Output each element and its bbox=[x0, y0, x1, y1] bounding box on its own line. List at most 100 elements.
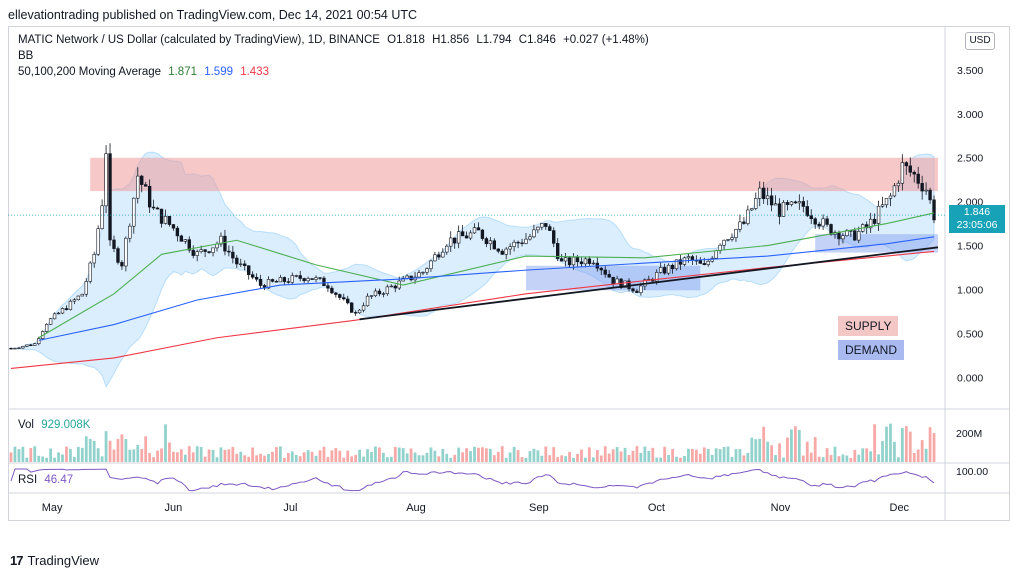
candle-up bbox=[199, 249, 203, 252]
volume-bar bbox=[378, 447, 381, 462]
volume-bar bbox=[227, 449, 231, 462]
volume-bar bbox=[603, 446, 607, 462]
candle-up bbox=[655, 272, 659, 282]
volume-bar bbox=[326, 456, 330, 462]
volume-bar bbox=[211, 449, 215, 462]
candle-up bbox=[456, 231, 461, 244]
volume-bar bbox=[263, 455, 266, 462]
volume-bar bbox=[548, 455, 552, 462]
candle-up bbox=[88, 262, 92, 282]
volume-bar bbox=[152, 457, 156, 462]
candle-down bbox=[282, 277, 287, 282]
volume-bar bbox=[96, 448, 100, 462]
volume-bar bbox=[191, 452, 195, 462]
volume-bar bbox=[750, 437, 754, 462]
candle-up bbox=[48, 318, 53, 325]
candle-up bbox=[841, 235, 845, 240]
candle-down bbox=[453, 237, 457, 244]
volume-bar bbox=[504, 457, 508, 462]
volume-bar bbox=[793, 426, 797, 462]
volume-bar bbox=[100, 456, 104, 462]
candle-up bbox=[857, 231, 861, 241]
candle-up bbox=[468, 232, 473, 239]
candle-up bbox=[25, 344, 29, 347]
volume-bar bbox=[239, 451, 243, 462]
candle-up bbox=[80, 293, 84, 297]
volume-bar bbox=[889, 423, 892, 462]
volume-bar bbox=[710, 454, 714, 462]
volume-bar bbox=[536, 450, 540, 462]
volume-bar bbox=[267, 454, 270, 462]
candle-down bbox=[805, 206, 809, 217]
zone-layer bbox=[90, 157, 938, 291]
volume-bar bbox=[675, 456, 678, 462]
volume-bar bbox=[104, 431, 108, 462]
candle-up bbox=[13, 347, 17, 350]
volume-bar bbox=[346, 450, 350, 462]
candle-down bbox=[243, 263, 247, 267]
candle-up bbox=[571, 256, 576, 266]
candle-up bbox=[773, 203, 778, 206]
candle-down bbox=[635, 290, 639, 293]
candle-down bbox=[904, 162, 908, 167]
candle-down bbox=[342, 297, 346, 300]
candle-down bbox=[151, 206, 156, 209]
candle-up bbox=[239, 263, 243, 266]
candle-down bbox=[147, 185, 152, 208]
chart-frame bbox=[8, 26, 1010, 521]
candle-down bbox=[631, 288, 635, 292]
tradingview-logo-icon: 17 bbox=[10, 553, 24, 568]
candle-up bbox=[21, 346, 25, 349]
volume-bar bbox=[841, 454, 845, 462]
volume-bar bbox=[516, 450, 520, 462]
volume-bar bbox=[156, 450, 159, 462]
time-tick-label: Jun bbox=[165, 502, 183, 514]
candle-up bbox=[706, 260, 710, 265]
candle-up bbox=[425, 268, 429, 273]
volume-bar bbox=[393, 446, 397, 462]
ma-label: 50,100,200 Moving Average bbox=[18, 66, 162, 78]
volume-bar bbox=[861, 448, 865, 462]
volume-bar bbox=[350, 456, 354, 462]
candle-down bbox=[207, 251, 211, 253]
volume-bar bbox=[829, 455, 833, 462]
candle-down bbox=[544, 223, 548, 227]
volume-bar bbox=[869, 451, 873, 462]
candle-up bbox=[472, 227, 477, 234]
volume-bar bbox=[532, 448, 536, 462]
candle-down bbox=[587, 258, 592, 264]
candle-up bbox=[389, 285, 393, 288]
volume-bar bbox=[564, 456, 568, 462]
candle-down bbox=[144, 184, 148, 187]
chart-canvas[interactable]: 3.5003.0002.5002.0001.5001.0000.5000.000… bbox=[8, 26, 1010, 521]
volume-bar bbox=[627, 454, 631, 462]
volume-bar bbox=[730, 456, 734, 462]
candle-down bbox=[167, 215, 172, 225]
volume-bar bbox=[500, 446, 504, 462]
volume-bar bbox=[778, 443, 781, 462]
footer-brand: 17 TradingView bbox=[10, 553, 99, 568]
volume-bar bbox=[726, 446, 730, 462]
candle-down bbox=[607, 274, 611, 278]
price-tick-label: 2.500 bbox=[957, 153, 983, 165]
candle-down bbox=[567, 257, 572, 266]
candle-down bbox=[179, 235, 184, 242]
volume-bar bbox=[896, 457, 900, 462]
volume-bar bbox=[219, 447, 223, 462]
volume-bar bbox=[528, 451, 532, 462]
currency-button[interactable]: USD bbox=[965, 32, 995, 50]
candle-down bbox=[464, 235, 469, 239]
candle-down bbox=[476, 227, 481, 231]
candle-up bbox=[750, 208, 754, 211]
candle-down bbox=[140, 175, 144, 185]
volume-bar bbox=[766, 441, 770, 462]
volume-bar bbox=[932, 433, 936, 462]
candle-down bbox=[579, 261, 584, 265]
volume-bar bbox=[694, 449, 698, 462]
axes-layer: 3.5003.0002.5002.0001.5001.0000.5000.000… bbox=[8, 26, 1010, 521]
volume-bar bbox=[881, 441, 884, 462]
candle-up bbox=[369, 295, 374, 297]
candle-down bbox=[548, 226, 552, 231]
volume-bar bbox=[817, 456, 821, 462]
volume-bar bbox=[370, 452, 373, 462]
